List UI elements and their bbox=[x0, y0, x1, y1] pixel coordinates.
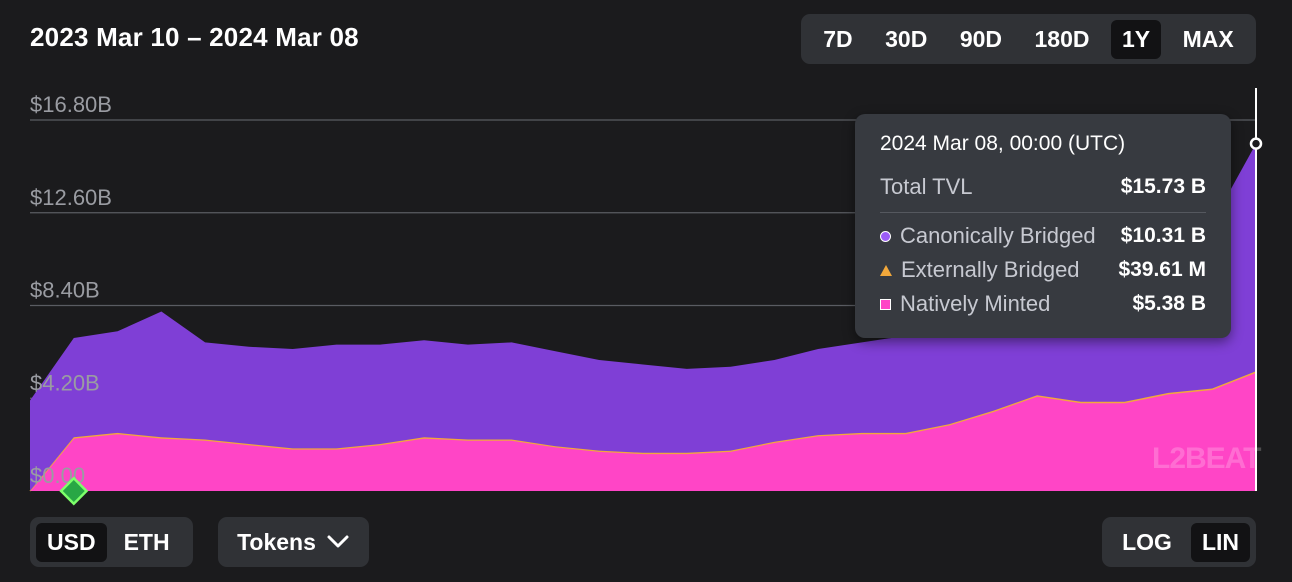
tooltip-label-native: Natively Minted bbox=[900, 291, 1051, 316]
lin-scale-button[interactable]: LIN bbox=[1190, 522, 1250, 562]
range-7d-button[interactable]: 7D bbox=[823, 25, 853, 52]
chevron-down-icon bbox=[327, 535, 349, 548]
tooltip-divider bbox=[880, 212, 1206, 213]
time-range-selector: 7D 30D 90D 180D 1Y MAX bbox=[801, 14, 1256, 64]
y-tick-label: $16.80B bbox=[30, 92, 112, 117]
hover-cursor bbox=[59, 88, 1263, 506]
event-marker-icon bbox=[59, 476, 89, 506]
tooltip-label-external: Externally Bridged bbox=[901, 257, 1080, 282]
area-canonically-bridged bbox=[30, 143, 1256, 491]
y-axis-ticks: $0.00$4.20B$8.40B$12.60B$16.80B bbox=[30, 92, 112, 488]
tvl-area-chart[interactable]: $0.00$4.20B$8.40B$12.60B$16.80B bbox=[0, 80, 1292, 510]
chart-tooltip: 2024 Mar 08, 00:00 (UTC) Total TVL $15.7… bbox=[855, 114, 1231, 338]
l2beat-watermark: L2BEAT bbox=[1152, 442, 1261, 475]
range-30d-button[interactable]: 30D bbox=[885, 25, 928, 52]
log-scale-button[interactable]: LOG bbox=[1122, 528, 1172, 555]
y-tick-label: $8.40B bbox=[30, 278, 100, 303]
chart-title: 2023 Mar 10 – 2024 Mar 08 bbox=[30, 22, 359, 52]
y-tick-label: $4.20B bbox=[30, 370, 100, 395]
circle-marker-icon bbox=[880, 230, 891, 242]
range-1y-button[interactable]: 1Y bbox=[1110, 19, 1162, 59]
tokens-dropdown[interactable]: Tokens bbox=[218, 517, 369, 567]
tooltip-value-external: $39.61 M bbox=[1118, 258, 1206, 281]
tooltip-total-row: Total TVL $15.73 B bbox=[880, 170, 1206, 204]
eth-button[interactable]: ETH bbox=[123, 528, 170, 555]
tooltip-total-label: Total TVL bbox=[880, 174, 973, 199]
tooltip-row-external: Externally Bridged $39.61 M bbox=[880, 253, 1206, 287]
triangle-marker-icon bbox=[880, 264, 892, 276]
tooltip-value-native: $5.38 B bbox=[1132, 292, 1206, 315]
tooltip-row-canonical: Canonically Bridged $10.31 B bbox=[880, 219, 1206, 253]
tooltip-row-native: Natively Minted $5.38 B bbox=[880, 287, 1206, 321]
currency-toggle: USD ETH bbox=[30, 517, 193, 567]
tooltip-date: 2024 Mar 08, 00:00 (UTC) bbox=[880, 132, 1126, 155]
tooltip-label-canonical: Canonically Bridged bbox=[900, 223, 1096, 248]
cursor-point bbox=[1249, 137, 1263, 150]
tooltip-value-canonical: $10.31 B bbox=[1120, 224, 1206, 247]
square-marker-icon bbox=[880, 298, 891, 310]
range-90d-button[interactable]: 90D bbox=[959, 25, 1003, 52]
usd-button[interactable]: USD bbox=[36, 522, 107, 562]
area-natively-minted bbox=[30, 372, 1256, 491]
tokens-label: Tokens bbox=[237, 528, 316, 555]
tooltip-total-value: $15.73 B bbox=[1120, 175, 1206, 198]
range-max-button[interactable]: MAX bbox=[1182, 25, 1234, 52]
scale-toggle: LOG LIN bbox=[1102, 517, 1256, 567]
range-180d-button[interactable]: 180D bbox=[1034, 25, 1090, 52]
y-tick-label: $12.60B bbox=[30, 185, 112, 210]
